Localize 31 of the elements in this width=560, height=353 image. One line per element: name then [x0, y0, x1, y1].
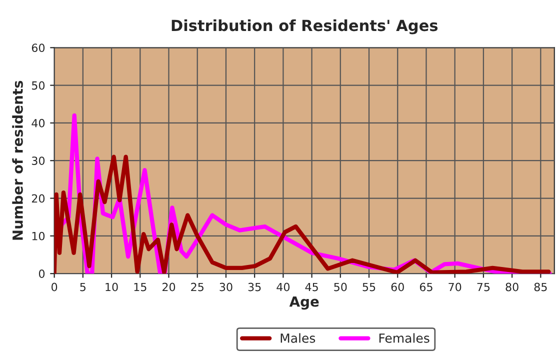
x-tick-label: 65	[420, 282, 432, 292]
x-tick-label: 45	[305, 282, 318, 292]
legend-label: Males	[280, 333, 316, 343]
y-tick-label: 10	[32, 232, 45, 240]
y-tick-label: 20	[32, 194, 45, 203]
y-tick-label: 60	[32, 44, 45, 52]
x-tick-label: 80	[506, 282, 518, 292]
x-tick-label: 30	[220, 282, 232, 292]
x-tick-label: 25	[191, 282, 204, 292]
x-tick-label: 55	[362, 282, 376, 292]
chart-title: Distribution of Residents' Ages	[172, 19, 438, 34]
y-tick-label: 40	[32, 118, 45, 128]
y-tick-label: 30	[32, 156, 45, 165]
legend-label: Females	[379, 333, 430, 343]
x-tick-label: 35	[248, 282, 261, 292]
x-axis-title: Age	[289, 296, 319, 310]
y-tick-label: 50	[32, 81, 45, 90]
x-tick-label: 20	[162, 282, 176, 292]
x-tick-label: 70	[448, 282, 462, 292]
x-tick-label: 5	[80, 282, 86, 292]
y-axis-title: Number of residents	[12, 80, 23, 240]
x-tick-label: 15	[134, 282, 146, 292]
y-tick-label: 0	[38, 270, 45, 278]
x-tick-label: 50	[334, 282, 347, 292]
x-tick-label: 60	[391, 282, 404, 292]
line-series	[54, 154, 551, 274]
x-tick-label: 85	[534, 282, 547, 292]
x-tick-label: 0	[52, 282, 58, 292]
x-tick-label: 10	[106, 282, 118, 292]
x-tick-label: 40	[276, 282, 290, 292]
x-tick-label: 75	[477, 282, 490, 292]
